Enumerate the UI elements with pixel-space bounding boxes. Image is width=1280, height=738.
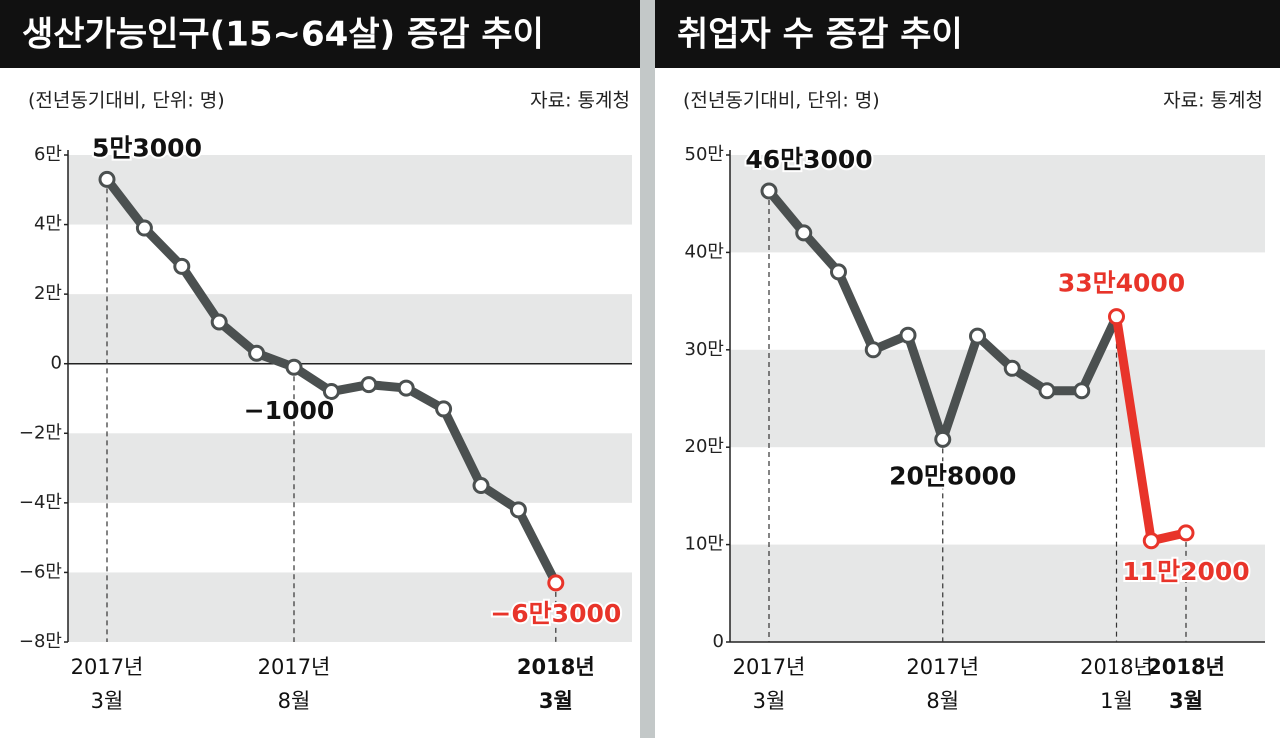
marker [322, 383, 340, 401]
y-tick-label: 10만 [685, 534, 724, 555]
marker [795, 224, 813, 242]
y-tick-label: 40만 [685, 241, 724, 262]
grid-band [68, 572, 632, 642]
marker [135, 219, 153, 237]
chart-title: 생산가능인구(15~64살) 증감 추이 [22, 15, 544, 55]
marker [1038, 382, 1056, 400]
y-tick-label: 30만 [685, 339, 724, 360]
x-tick-label: 2017년 3월 [733, 655, 806, 713]
marker [1108, 308, 1125, 326]
y-tick-label: 0 [713, 631, 724, 652]
y-tick-label: 0 [51, 353, 62, 374]
subtitle: (전년동기대비, 단위: 명) [683, 90, 880, 112]
y-tick-label: −2만 [19, 422, 62, 443]
marker [1003, 359, 1021, 377]
y-tick-label: −6만 [19, 561, 62, 582]
marker [864, 341, 882, 359]
marker [98, 170, 116, 188]
grid-band [68, 155, 632, 225]
chart-title: 취업자 수 증감 추이 [677, 15, 963, 55]
grid-band [730, 349, 1265, 448]
grid-band [68, 294, 632, 364]
marker [1073, 382, 1091, 400]
marker [760, 182, 778, 200]
marker [899, 326, 917, 344]
separator [640, 0, 655, 738]
x-tick-label: 2017년 8월 [906, 655, 979, 713]
y-tick-label: 4만 [34, 214, 62, 235]
grid-band [730, 155, 1265, 253]
value-label: 5만3000 [92, 133, 202, 162]
x-tick-label: 2017년 3월 [71, 655, 144, 713]
title-bar [655, 0, 1280, 68]
grid-band [730, 544, 1265, 642]
marker [210, 313, 228, 331]
marker [1177, 524, 1195, 542]
marker [509, 501, 527, 519]
value-label: 33만4000 [1058, 269, 1185, 298]
value-label: 20만8000 [889, 461, 1016, 490]
marker [248, 344, 266, 362]
value-label: 46만3000 [745, 145, 872, 174]
marker [173, 257, 191, 275]
marker [360, 376, 378, 394]
value-label: −6만3000 [490, 599, 621, 628]
y-tick-label: 6만 [34, 144, 62, 165]
subtitle: (전년동기대비, 단위: 명) [28, 90, 225, 112]
value-label: −1000 [244, 396, 335, 425]
source: 자료: 통계청 [530, 90, 630, 112]
marker [547, 574, 565, 592]
x-tick-label: 2017년 8월 [258, 655, 331, 713]
marker [397, 379, 415, 397]
marker [969, 327, 986, 345]
marker [934, 430, 952, 448]
y-tick-label: 2만 [34, 283, 62, 304]
marker [1142, 532, 1160, 550]
x-tick-label: 2018년 3월 [1147, 655, 1225, 713]
title-bar [0, 0, 640, 68]
source: 자료: 통계청 [1163, 90, 1263, 112]
y-tick-label: −4만 [19, 492, 62, 513]
x-tick-label: 2018년 3월 [517, 655, 595, 713]
value-label: 11만2000 [1122, 557, 1249, 586]
y-tick-label: 20만 [685, 436, 724, 457]
marker [285, 358, 303, 376]
x-tick-label: 2018년 1월 [1080, 655, 1153, 713]
y-tick-label: −8만 [19, 631, 62, 652]
marker [830, 263, 847, 281]
y-tick-label: 50만 [685, 144, 724, 165]
grid-band [68, 433, 632, 503]
marker [472, 476, 490, 494]
marker [435, 400, 453, 418]
